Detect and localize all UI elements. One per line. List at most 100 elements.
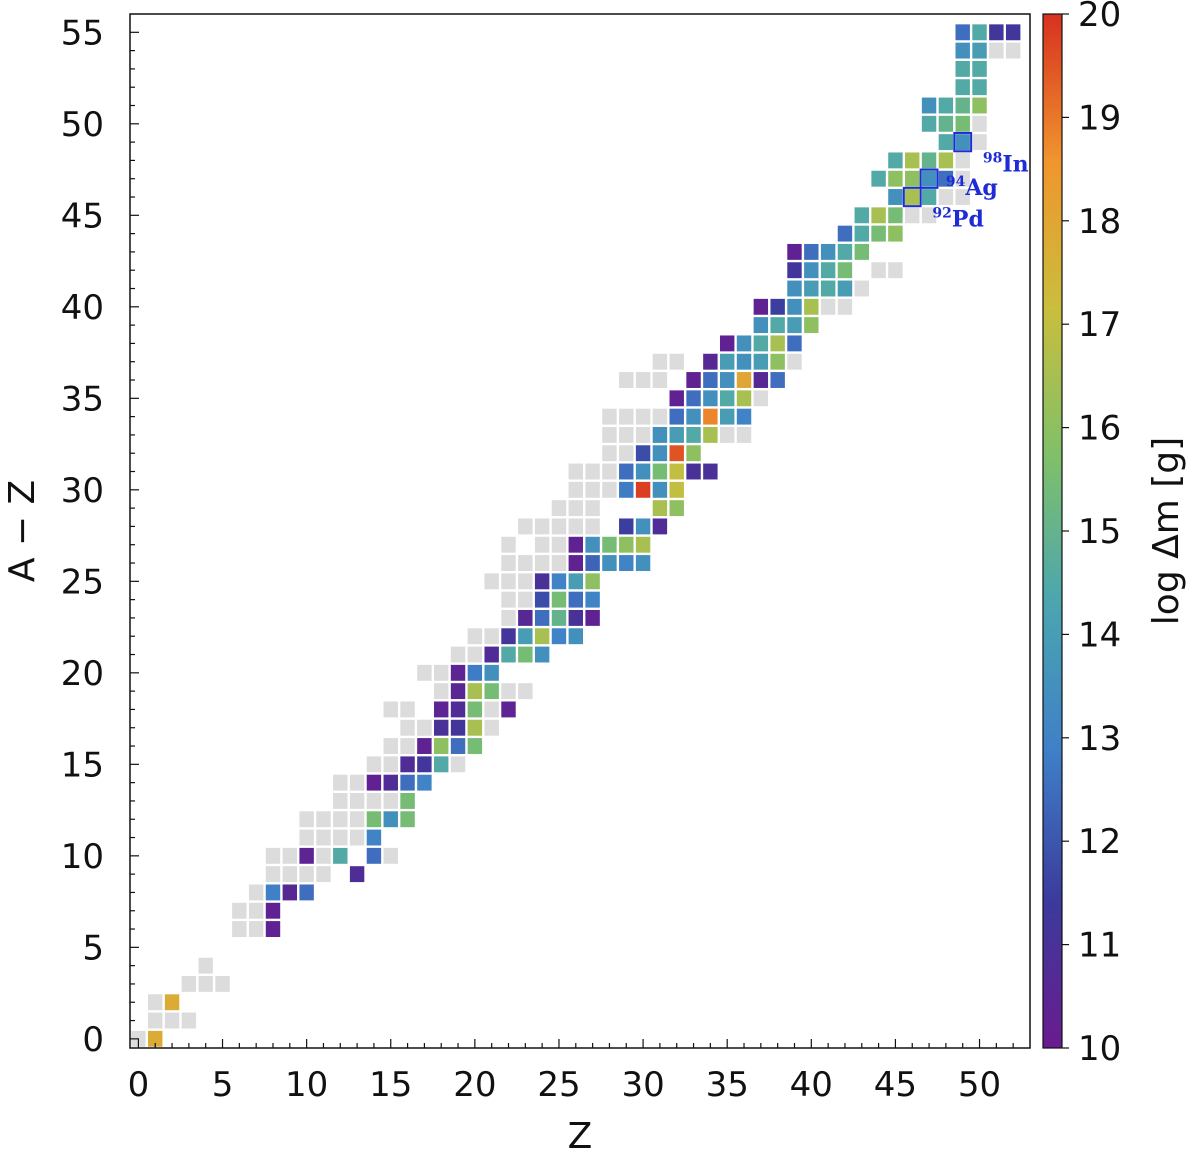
heatmap-cell: [703, 372, 718, 388]
missing-cell: [316, 866, 331, 883]
heatmap-cell: [972, 42, 987, 59]
missing-cell: [282, 866, 298, 883]
heatmap-cell: [534, 609, 550, 626]
heatmap-cell: [619, 518, 634, 535]
y-tick-label: 40: [61, 288, 104, 328]
x-tick-label: 10: [285, 1065, 328, 1105]
missing-cell: [736, 426, 752, 443]
heatmap-cell: [770, 372, 785, 388]
heatmap-cell: [921, 115, 937, 132]
heatmap-cell: [871, 170, 886, 187]
y-tick-label: 15: [61, 745, 104, 785]
heatmap-cell: [669, 408, 684, 425]
heatmap-cell: [770, 335, 785, 352]
missing-cell: [282, 847, 298, 864]
heatmap-cell: [534, 591, 550, 608]
colorbar-title: log Δm [g]: [1146, 437, 1187, 625]
heatmap-cell: [366, 811, 382, 828]
missing-cell: [585, 481, 600, 498]
plot-frame: [129, 13, 1031, 1049]
heatmap-cell: [686, 408, 701, 425]
heatmap-cell: [736, 390, 752, 407]
colorbar-tick-label: 16: [1078, 409, 1121, 449]
heatmap-cell: [938, 97, 954, 114]
heatmap-cell: [955, 24, 970, 41]
heatmap-cell: [938, 170, 954, 187]
missing-cell: [635, 426, 651, 443]
y-tick-label: 50: [61, 105, 104, 145]
heatmap-cell: [787, 262, 802, 279]
y-tick-label: 35: [61, 379, 104, 419]
missing-cell: [316, 811, 331, 828]
missing-cell: [383, 738, 398, 754]
heatmap-cell: [652, 426, 668, 443]
heatmap-cell: [787, 243, 802, 260]
heatmap-cell: [955, 60, 970, 77]
heatmap-cell: [148, 1030, 163, 1047]
heatmap-cell: [753, 335, 769, 352]
heatmap-cell: [820, 280, 836, 297]
heatmap-cell: [854, 225, 869, 242]
heatmap-cell: [467, 701, 483, 718]
heatmap-cell: [400, 756, 415, 773]
heatmap-cell: [484, 683, 499, 700]
colorbar-tick-label: 15: [1078, 512, 1121, 552]
heatmap-cell: [955, 42, 970, 59]
missing-cell: [854, 280, 869, 297]
missing-cell: [501, 573, 516, 590]
y-axis-title: A − Z: [2, 480, 43, 582]
missing-cell: [518, 573, 533, 590]
missing-cell: [585, 463, 600, 480]
missing-cell: [787, 353, 802, 370]
missing-cell: [349, 829, 365, 846]
heatmap-cell: [450, 738, 466, 754]
heatmap-cell: [652, 518, 668, 535]
heatmap-cell: [652, 481, 668, 498]
heatmap-cell: [871, 225, 886, 242]
heatmap-cell: [669, 500, 684, 517]
heatmap-cell: [770, 298, 785, 315]
missing-cell: [434, 664, 449, 681]
missing-cell: [383, 792, 398, 809]
heatmap-cell: [450, 719, 466, 736]
missing-cell: [467, 646, 483, 663]
missing-cell: [534, 536, 550, 553]
heatmap-cell: [619, 555, 634, 571]
heatmap-cell: [568, 591, 584, 608]
missing-cell: [316, 829, 331, 846]
y-tick-label: 45: [61, 196, 104, 236]
heatmap-cell: [888, 207, 903, 224]
missing-cell: [551, 500, 567, 517]
heatmap-cell: [787, 317, 802, 334]
heatmap-cell: [518, 609, 533, 626]
colorbar-tick-label: 20: [1078, 0, 1121, 35]
missing-cell: [501, 555, 516, 571]
heatmap-cell: [450, 701, 466, 718]
x-tick-label: 25: [537, 1065, 580, 1105]
heatmap-cell: [972, 79, 987, 96]
heatmap-cell: [635, 463, 651, 480]
heatmap-cell: [400, 792, 415, 809]
heatmap-cell: [467, 683, 483, 700]
heatmap-cell: [837, 225, 853, 242]
heatmap-cell: [804, 317, 819, 334]
colorbar-tick-label: 19: [1078, 98, 1121, 138]
missing-cell: [518, 518, 533, 535]
heatmap-cell: [349, 866, 365, 883]
heatmap-cell: [265, 902, 281, 919]
missing-cell: [602, 463, 617, 480]
missing-cell: [467, 628, 483, 645]
missing-cell: [164, 1012, 180, 1029]
heatmap-cell: [787, 335, 802, 352]
nuclide-annotation: 92Pd: [932, 205, 983, 232]
heatmap-cell: [787, 280, 802, 297]
x-tick-label: 35: [706, 1065, 749, 1105]
missing-cell: [434, 683, 449, 700]
annotation-mass-number: 92: [932, 205, 951, 221]
heatmap-cell: [905, 152, 920, 169]
heatmap-cell: [635, 518, 651, 535]
heatmap-cell: [719, 353, 735, 370]
missing-cell: [602, 481, 617, 498]
heatmap-cell: [635, 481, 651, 498]
